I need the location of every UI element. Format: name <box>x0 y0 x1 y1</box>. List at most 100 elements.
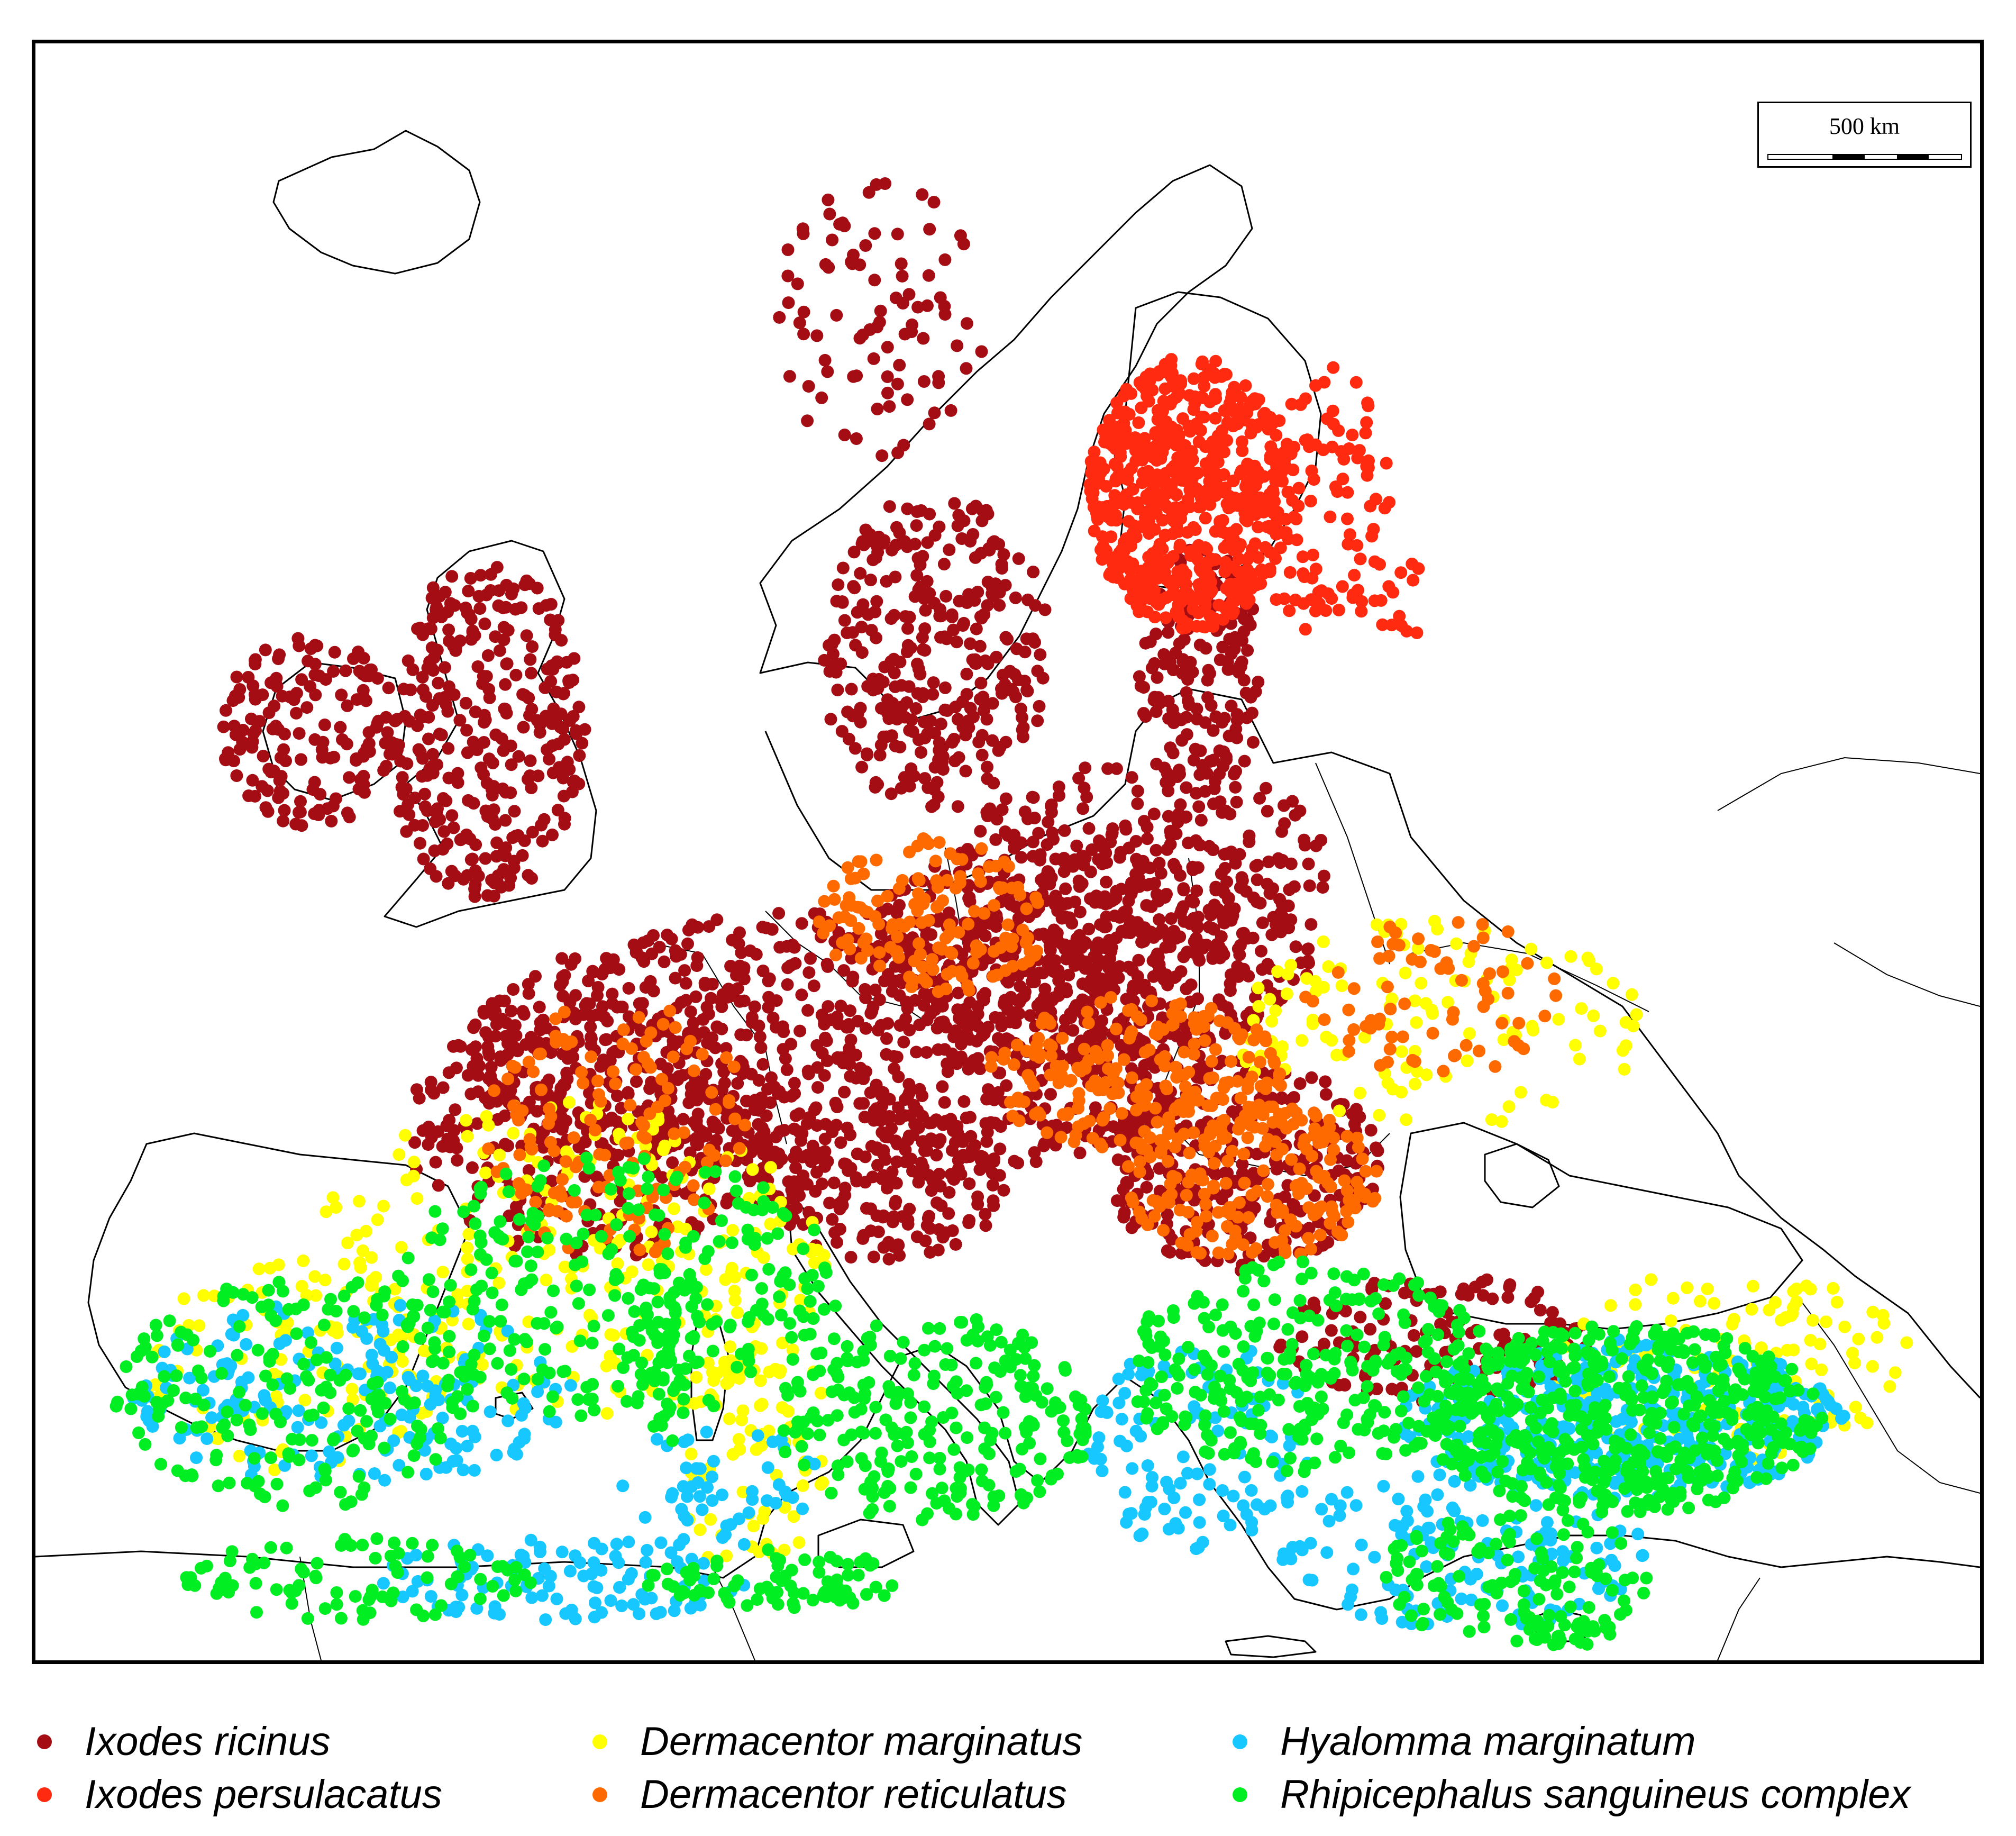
occurrence-dot <box>1231 960 1244 973</box>
occurrence-dot <box>1028 975 1041 988</box>
occurrence-dot <box>1383 496 1396 509</box>
occurrence-dot <box>1156 493 1170 506</box>
occurrence-dot <box>903 1023 916 1037</box>
occurrence-dot <box>922 1212 935 1225</box>
occurrence-dot <box>1244 690 1257 704</box>
occurrence-dot <box>914 558 927 571</box>
occurrence-dot <box>767 1012 780 1025</box>
occurrence-dot <box>1805 1357 1818 1370</box>
occurrence-dot <box>933 520 946 533</box>
occurrence-dot <box>1017 730 1029 743</box>
occurrence-dot <box>750 948 763 961</box>
occurrence-dot <box>1161 553 1174 567</box>
occurrence-dot <box>685 1448 698 1460</box>
occurrence-dot <box>1139 637 1152 650</box>
occurrence-dot <box>1106 826 1119 839</box>
occurrence-dot <box>417 1344 431 1357</box>
occurrence-dot <box>572 701 586 714</box>
occurrence-dot <box>400 1174 413 1187</box>
occurrence-dot <box>704 1513 717 1526</box>
occurrence-dot <box>920 1046 933 1059</box>
occurrence-dot <box>497 633 510 647</box>
occurrence-dot <box>468 883 481 896</box>
occurrence-dot <box>1346 1107 1359 1121</box>
occurrence-dot <box>1008 668 1021 681</box>
occurrence-dot <box>1176 614 1189 627</box>
occurrence-dot <box>789 1109 802 1122</box>
occurrence-dot <box>1354 1311 1367 1324</box>
occurrence-dot <box>622 1112 635 1125</box>
occurrence-dot <box>707 1374 720 1387</box>
occurrence-dot <box>1199 541 1212 554</box>
occurrence-dot <box>1325 1034 1338 1047</box>
occurrence-dot <box>832 926 845 939</box>
occurrence-dot <box>1026 790 1039 804</box>
occurrence-dot <box>1276 475 1289 488</box>
occurrence-dot <box>314 788 327 801</box>
occurrence-dot <box>542 1073 555 1086</box>
occurrence-dot <box>1199 512 1212 525</box>
occurrence-dot <box>544 598 558 611</box>
occurrence-dot <box>536 834 549 848</box>
occurrence-dot <box>465 633 478 646</box>
occurrence-dot <box>859 983 872 996</box>
occurrence-dot <box>923 417 936 431</box>
occurrence-dot <box>987 1155 1000 1168</box>
occurrence-dot <box>396 771 409 784</box>
occurrence-dot <box>1666 1292 1680 1305</box>
occurrence-dot <box>818 1132 832 1146</box>
occurrence-dot <box>733 1443 746 1456</box>
occurrence-dot <box>1121 1177 1134 1190</box>
occurrence-dot <box>864 574 877 587</box>
occurrence-dot <box>1096 857 1109 870</box>
occurrence-dot <box>754 1041 768 1054</box>
occurrence-dot <box>792 1125 806 1138</box>
occurrence-dot <box>341 699 354 712</box>
occurrence-dot <box>562 676 576 689</box>
occurrence-dot <box>801 1065 815 1078</box>
occurrence-dot <box>1167 716 1180 730</box>
occurrence-dot <box>475 761 488 775</box>
occurrence-dot <box>1202 363 1215 376</box>
occurrence-dot <box>295 673 308 686</box>
occurrence-dot <box>1495 1115 1508 1128</box>
occurrence-dot <box>1351 584 1364 597</box>
occurrence-dot <box>1110 762 1123 775</box>
occurrence-dot <box>1123 841 1136 855</box>
occurrence-dot <box>731 982 744 995</box>
occurrence-dot <box>862 608 874 621</box>
occurrence-dot <box>1336 580 1349 593</box>
occurrence-dot <box>1320 412 1334 425</box>
occurrence-dot <box>1619 1039 1632 1052</box>
occurrence-dot <box>1220 497 1234 511</box>
occurrence-dot <box>920 1013 934 1026</box>
occurrence-dot <box>298 1394 312 1407</box>
occurrence-dot <box>402 654 415 667</box>
occurrence-dot <box>1117 498 1130 511</box>
occurrence-dot <box>1306 1017 1319 1030</box>
occurrence-dot <box>969 653 982 666</box>
occurrence-dot <box>1212 993 1226 1006</box>
occurrence-dot <box>849 742 862 755</box>
occurrence-dot <box>1172 598 1185 612</box>
occurrence-dot <box>1871 1331 1884 1344</box>
occurrence-dot <box>1564 950 1577 963</box>
occurrence-dot <box>733 926 746 939</box>
occurrence-dot <box>480 1110 493 1123</box>
occurrence-dot <box>777 1025 790 1038</box>
occurrence-dot <box>1194 814 1208 827</box>
occurrence-dot <box>875 449 889 462</box>
occurrence-dot <box>413 1092 426 1105</box>
occurrence-dot <box>1141 821 1154 834</box>
occurrence-dot <box>964 534 977 548</box>
occurrence-dot <box>1079 761 1092 775</box>
occurrence-dot <box>1581 951 1594 965</box>
occurrence-dot <box>1263 565 1276 578</box>
occurrence-dot <box>1089 1101 1102 1114</box>
occurrence-dot <box>698 979 711 992</box>
occurrence-dot <box>1133 670 1146 683</box>
occurrence-dot <box>923 223 936 236</box>
occurrence-dot <box>1270 461 1283 474</box>
occurrence-dot <box>1415 977 1428 990</box>
occurrence-dot <box>1167 459 1181 472</box>
